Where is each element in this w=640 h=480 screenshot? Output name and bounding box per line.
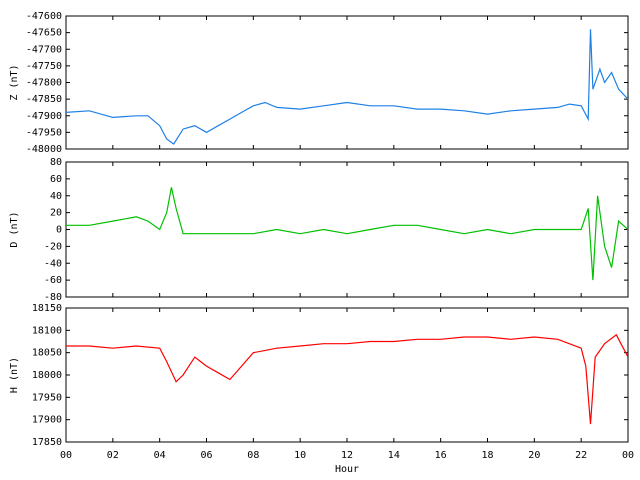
x-tick-label: 06 xyxy=(200,450,212,461)
x-tick-label: 20 xyxy=(528,450,540,461)
y-tick-label: 18000 xyxy=(32,370,62,381)
y-tick-label: -47800 xyxy=(26,78,62,89)
y-tick-label: -60 xyxy=(44,275,62,286)
plot-frame xyxy=(65,307,629,443)
data-line xyxy=(66,333,628,425)
y-tick-label: -47700 xyxy=(26,44,62,55)
plot-frame xyxy=(65,15,629,150)
x-tick-label: 00 xyxy=(622,450,634,461)
y-tick-label: -20 xyxy=(44,241,62,252)
data-line xyxy=(66,187,628,281)
x-tick-label: 00 xyxy=(60,450,72,461)
y-tick-label: -47850 xyxy=(26,94,62,105)
y-tick-label: 18150 xyxy=(32,303,62,314)
y-axis-label: H (nT) xyxy=(9,357,20,393)
y-axis-label: D (nT) xyxy=(9,211,20,247)
y-axis-label: Z (nT) xyxy=(9,64,20,100)
y-tick-label: 17900 xyxy=(32,415,62,426)
y-tick-label: 17950 xyxy=(32,392,62,403)
y-tick-label: 18100 xyxy=(32,325,62,336)
y-tick-label: -47900 xyxy=(26,111,62,122)
y-tick-label: -47750 xyxy=(26,61,62,72)
x-tick-label: 22 xyxy=(575,450,587,461)
y-tick-label: -47950 xyxy=(26,127,62,138)
y-tick-label: -47600 xyxy=(26,11,62,22)
y-tick-label: 80 xyxy=(50,157,62,168)
y-tick-label: -48000 xyxy=(26,144,62,155)
x-tick-label: 08 xyxy=(247,450,259,461)
y-tick-label: 0 xyxy=(56,225,62,236)
y-tick-label: -80 xyxy=(44,292,62,303)
x-tick-label: 12 xyxy=(341,450,353,461)
x-tick-label: 16 xyxy=(435,450,447,461)
x-tick-label: 04 xyxy=(154,450,166,461)
x-tick-label: 14 xyxy=(388,450,400,461)
y-tick-label: 17850 xyxy=(32,437,62,448)
y-tick-label: 20 xyxy=(50,208,62,219)
x-tick-label: 02 xyxy=(107,450,119,461)
y-tick-label: -47650 xyxy=(26,28,62,39)
y-tick-label: 18050 xyxy=(32,348,62,359)
data-line xyxy=(66,29,628,145)
y-tick-label: -40 xyxy=(44,258,62,269)
y-tick-label: 60 xyxy=(50,174,62,185)
x-tick-label: 10 xyxy=(294,450,306,461)
x-axis-label: Hour xyxy=(335,464,359,475)
x-tick-label: 18 xyxy=(481,450,493,461)
y-tick-label: 40 xyxy=(50,191,62,202)
